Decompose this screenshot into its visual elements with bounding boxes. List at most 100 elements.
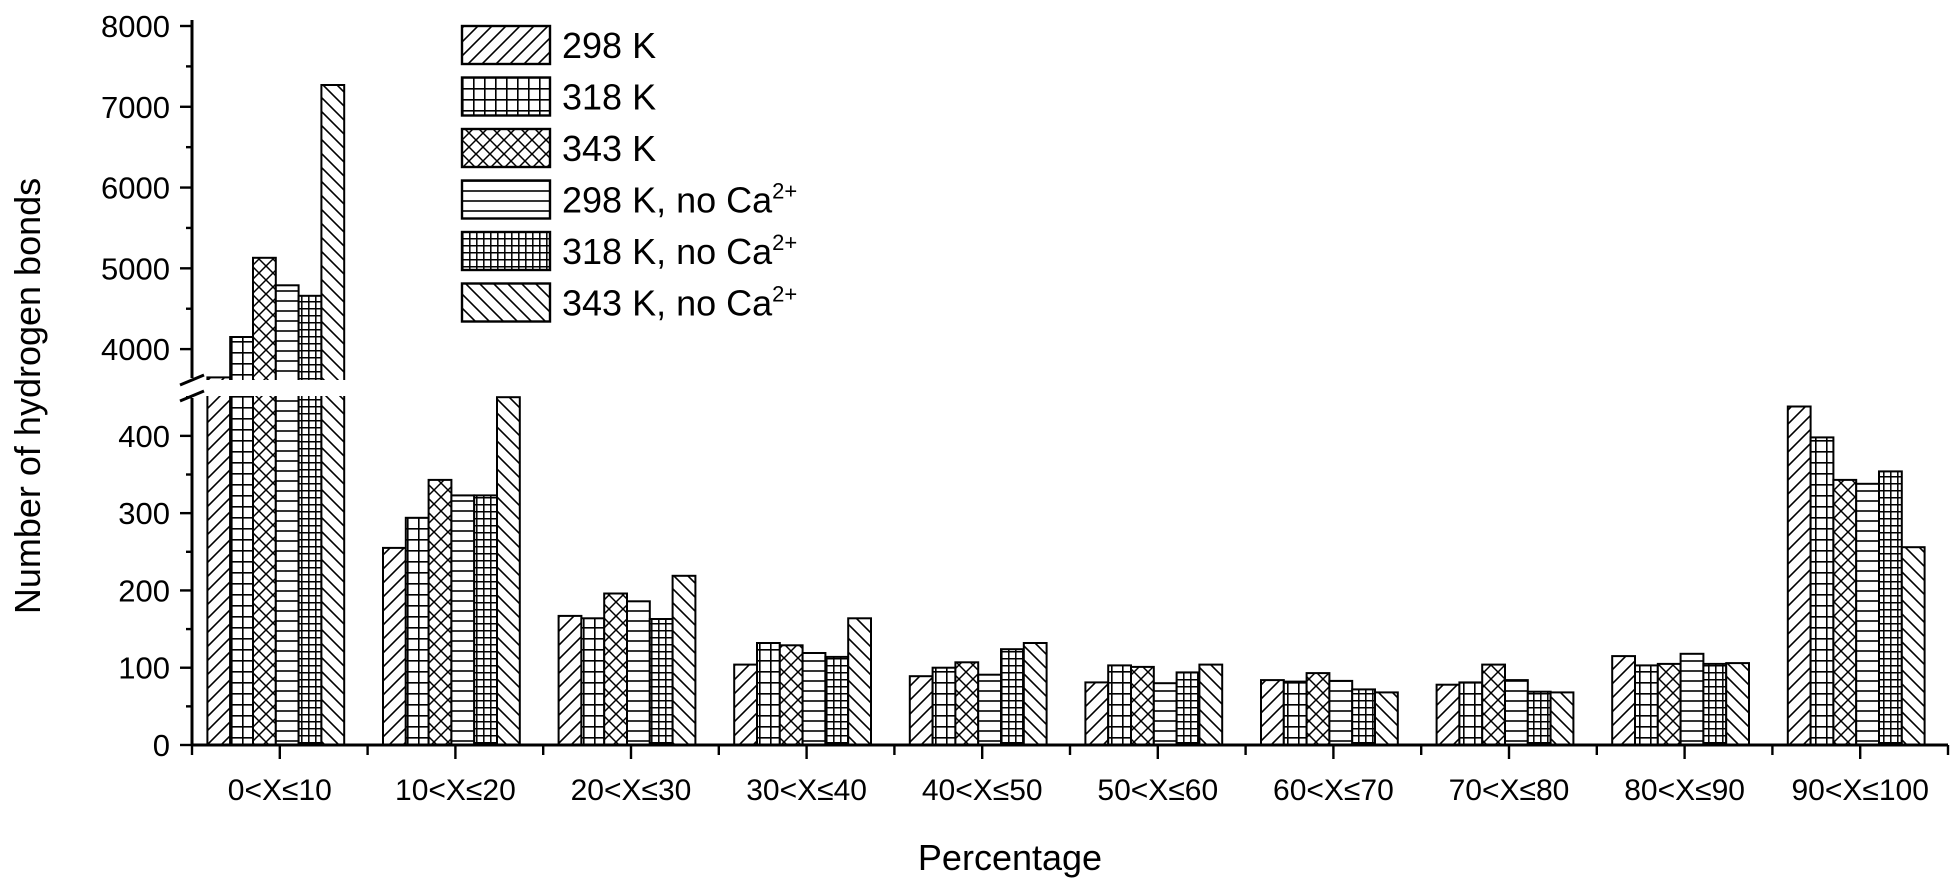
- y-tick-label-400: 400: [118, 419, 170, 454]
- bar-series-4-cat-4: [801, 652, 827, 746]
- y-axis-break-mark-bottom: [179, 389, 205, 403]
- bar-series-3-cat-6: [1130, 665, 1155, 747]
- bar-series-6-cat-1: [320, 84, 346, 746]
- axis-break-gap: [182, 380, 1955, 396]
- bar-series-2-cat-8: [1458, 681, 1484, 747]
- bar-series-5-cat-8: [1526, 690, 1552, 747]
- bar-series-1-cat-7: [1260, 679, 1285, 746]
- bar-series-5-cat-10: [1878, 470, 1903, 746]
- bar-series-1-cat-9: [1611, 655, 1636, 746]
- x-tick-label-7: 60<X≤70: [1273, 774, 1394, 807]
- legend: 298 K 318 K 343 K 298 K, no Ca2+ 318 K, no C…: [460, 24, 797, 324]
- bar-series-2-cat-4: [756, 642, 781, 746]
- bar-series-4-cat-10: [1855, 482, 1880, 746]
- legend-label-4: 298 K, no Ca2+: [562, 179, 797, 221]
- bar-series-3-cat-3: [603, 592, 629, 746]
- y-tick-label-6000: 6000: [101, 171, 170, 206]
- bar-series-2-cat-1: [229, 336, 254, 746]
- labels-layer: 0 100 200 300 400 4000 5000 6000 7000 8000 0<X≤10 1…: [7, 9, 1929, 878]
- bar-series-3-cat-5: [954, 661, 980, 746]
- bar-series-1-cat-4: [733, 663, 759, 746]
- x-tick-label-6: 50<X≤60: [1097, 774, 1218, 807]
- legend-label-2: 318 K: [562, 77, 656, 118]
- bar-series-3-cat-1: [252, 256, 277, 746]
- legend-swatch-6: [460, 282, 552, 323]
- bar-series-1-cat-10: [1786, 405, 1812, 746]
- bar-series-4-cat-3: [626, 600, 651, 746]
- legend-item-1: 298 K: [460, 24, 656, 66]
- bar-series-1-cat-5: [908, 675, 934, 747]
- bar-series-3-cat-8: [1481, 663, 1506, 746]
- bar-series-2-cat-2: [404, 516, 430, 746]
- x-tick-label-8: 70<X≤80: [1449, 774, 1570, 807]
- bar-series-5-cat-2: [473, 494, 499, 746]
- x-tick-label-4: 30<X≤40: [746, 774, 867, 807]
- bar-series-2-cat-3: [580, 617, 606, 746]
- bar-series-4-cat-2: [450, 494, 476, 746]
- x-tick-label-5: 40<X≤50: [922, 774, 1043, 807]
- bar-series-6-cat-4: [847, 617, 873, 746]
- bar-series-2-cat-9: [1634, 664, 1659, 747]
- legend-label-5: 318 K, no Ca2+: [562, 230, 797, 272]
- legend-item-3: 343 K: [460, 127, 656, 169]
- legend-label-6: 343 K, no Ca2+: [562, 282, 797, 324]
- bar-series-3-cat-7: [1305, 672, 1331, 746]
- y-tick-label-100: 100: [118, 651, 170, 686]
- legend-label-3: 343 K: [562, 128, 656, 169]
- bar-series-4-cat-1: [274, 284, 300, 746]
- legend-superscript-5: 2+: [772, 230, 797, 255]
- bar-series-4-cat-5: [977, 673, 1003, 747]
- x-tick-label-10: 90<X≤100: [1791, 774, 1928, 807]
- bar-series-6-cat-3: [671, 574, 697, 746]
- bar-series-5-cat-9: [1702, 662, 1728, 747]
- bar-series-2-cat-7: [1282, 680, 1308, 746]
- x-tick-label-9: 80<X≤90: [1624, 774, 1745, 807]
- bar-series-6-cat-6: [1198, 663, 1224, 746]
- bar-series-5-cat-6: [1175, 671, 1201, 747]
- legend-item-2: 318 K: [460, 76, 656, 118]
- y-tick-label-300: 300: [118, 496, 170, 531]
- y-tick-label-7000: 7000: [101, 90, 170, 125]
- bar-series-3-cat-4: [778, 644, 804, 746]
- y-axis-title: Number of hydrogen bonds: [7, 178, 48, 614]
- legend-item-4: 298 K, no Ca2+: [460, 179, 797, 221]
- bar-series-5-cat-4: [824, 655, 850, 747]
- bar-series-4-cat-8: [1504, 679, 1529, 746]
- bar-series-5-cat-1: [297, 294, 323, 746]
- bar-series-4-cat-9: [1679, 652, 1705, 746]
- bar-series-2-cat-6: [1107, 664, 1132, 747]
- y-tick-label-200: 200: [118, 573, 170, 608]
- bar-series-5-cat-3: [648, 618, 674, 746]
- legend-swatch-1: [460, 24, 552, 66]
- x-tick-label-3: 20<X≤30: [571, 774, 692, 807]
- bar-series-1-cat-2: [382, 546, 407, 747]
- legend-item-5: 318 K, no Ca2+: [460, 230, 797, 272]
- bar-series-3-cat-2: [427, 478, 453, 746]
- bar-series-2-cat-10: [1809, 436, 1835, 746]
- y-tick-label-8000: 8000: [101, 9, 170, 44]
- x-tick-label-2: 10<X≤20: [395, 774, 516, 807]
- bar-series-6-cat-2: [496, 396, 521, 746]
- bar-series-6-cat-8: [1549, 691, 1575, 747]
- bar-series-4-cat-6: [1152, 682, 1178, 747]
- y-tick-label-0: 0: [153, 728, 170, 763]
- bar-series-6-cat-5: [1022, 642, 1048, 746]
- y-tick-label-5000: 5000: [101, 251, 170, 286]
- x-tick-label-1: 0<X≤10: [228, 774, 332, 807]
- legend-swatch-4: [460, 179, 552, 220]
- bar-series-3-cat-9: [1656, 662, 1682, 747]
- legend-superscript-4: 2+: [772, 179, 797, 204]
- bar-series-6-cat-7: [1374, 691, 1399, 747]
- bar-series-1-cat-8: [1435, 683, 1461, 747]
- legend-item-6: 343 K, no Ca2+: [460, 282, 797, 324]
- legend-superscript-6: 2+: [772, 282, 797, 307]
- bar-series-1-cat-1: [206, 376, 232, 746]
- legend-label-1: 298 K: [562, 25, 656, 66]
- legend-swatch-5: [460, 230, 552, 272]
- legend-swatch-2: [460, 76, 552, 117]
- legend-swatch-3: [460, 127, 552, 169]
- bar-series-4-cat-7: [1328, 679, 1354, 747]
- bar-series-5-cat-5: [1000, 648, 1025, 747]
